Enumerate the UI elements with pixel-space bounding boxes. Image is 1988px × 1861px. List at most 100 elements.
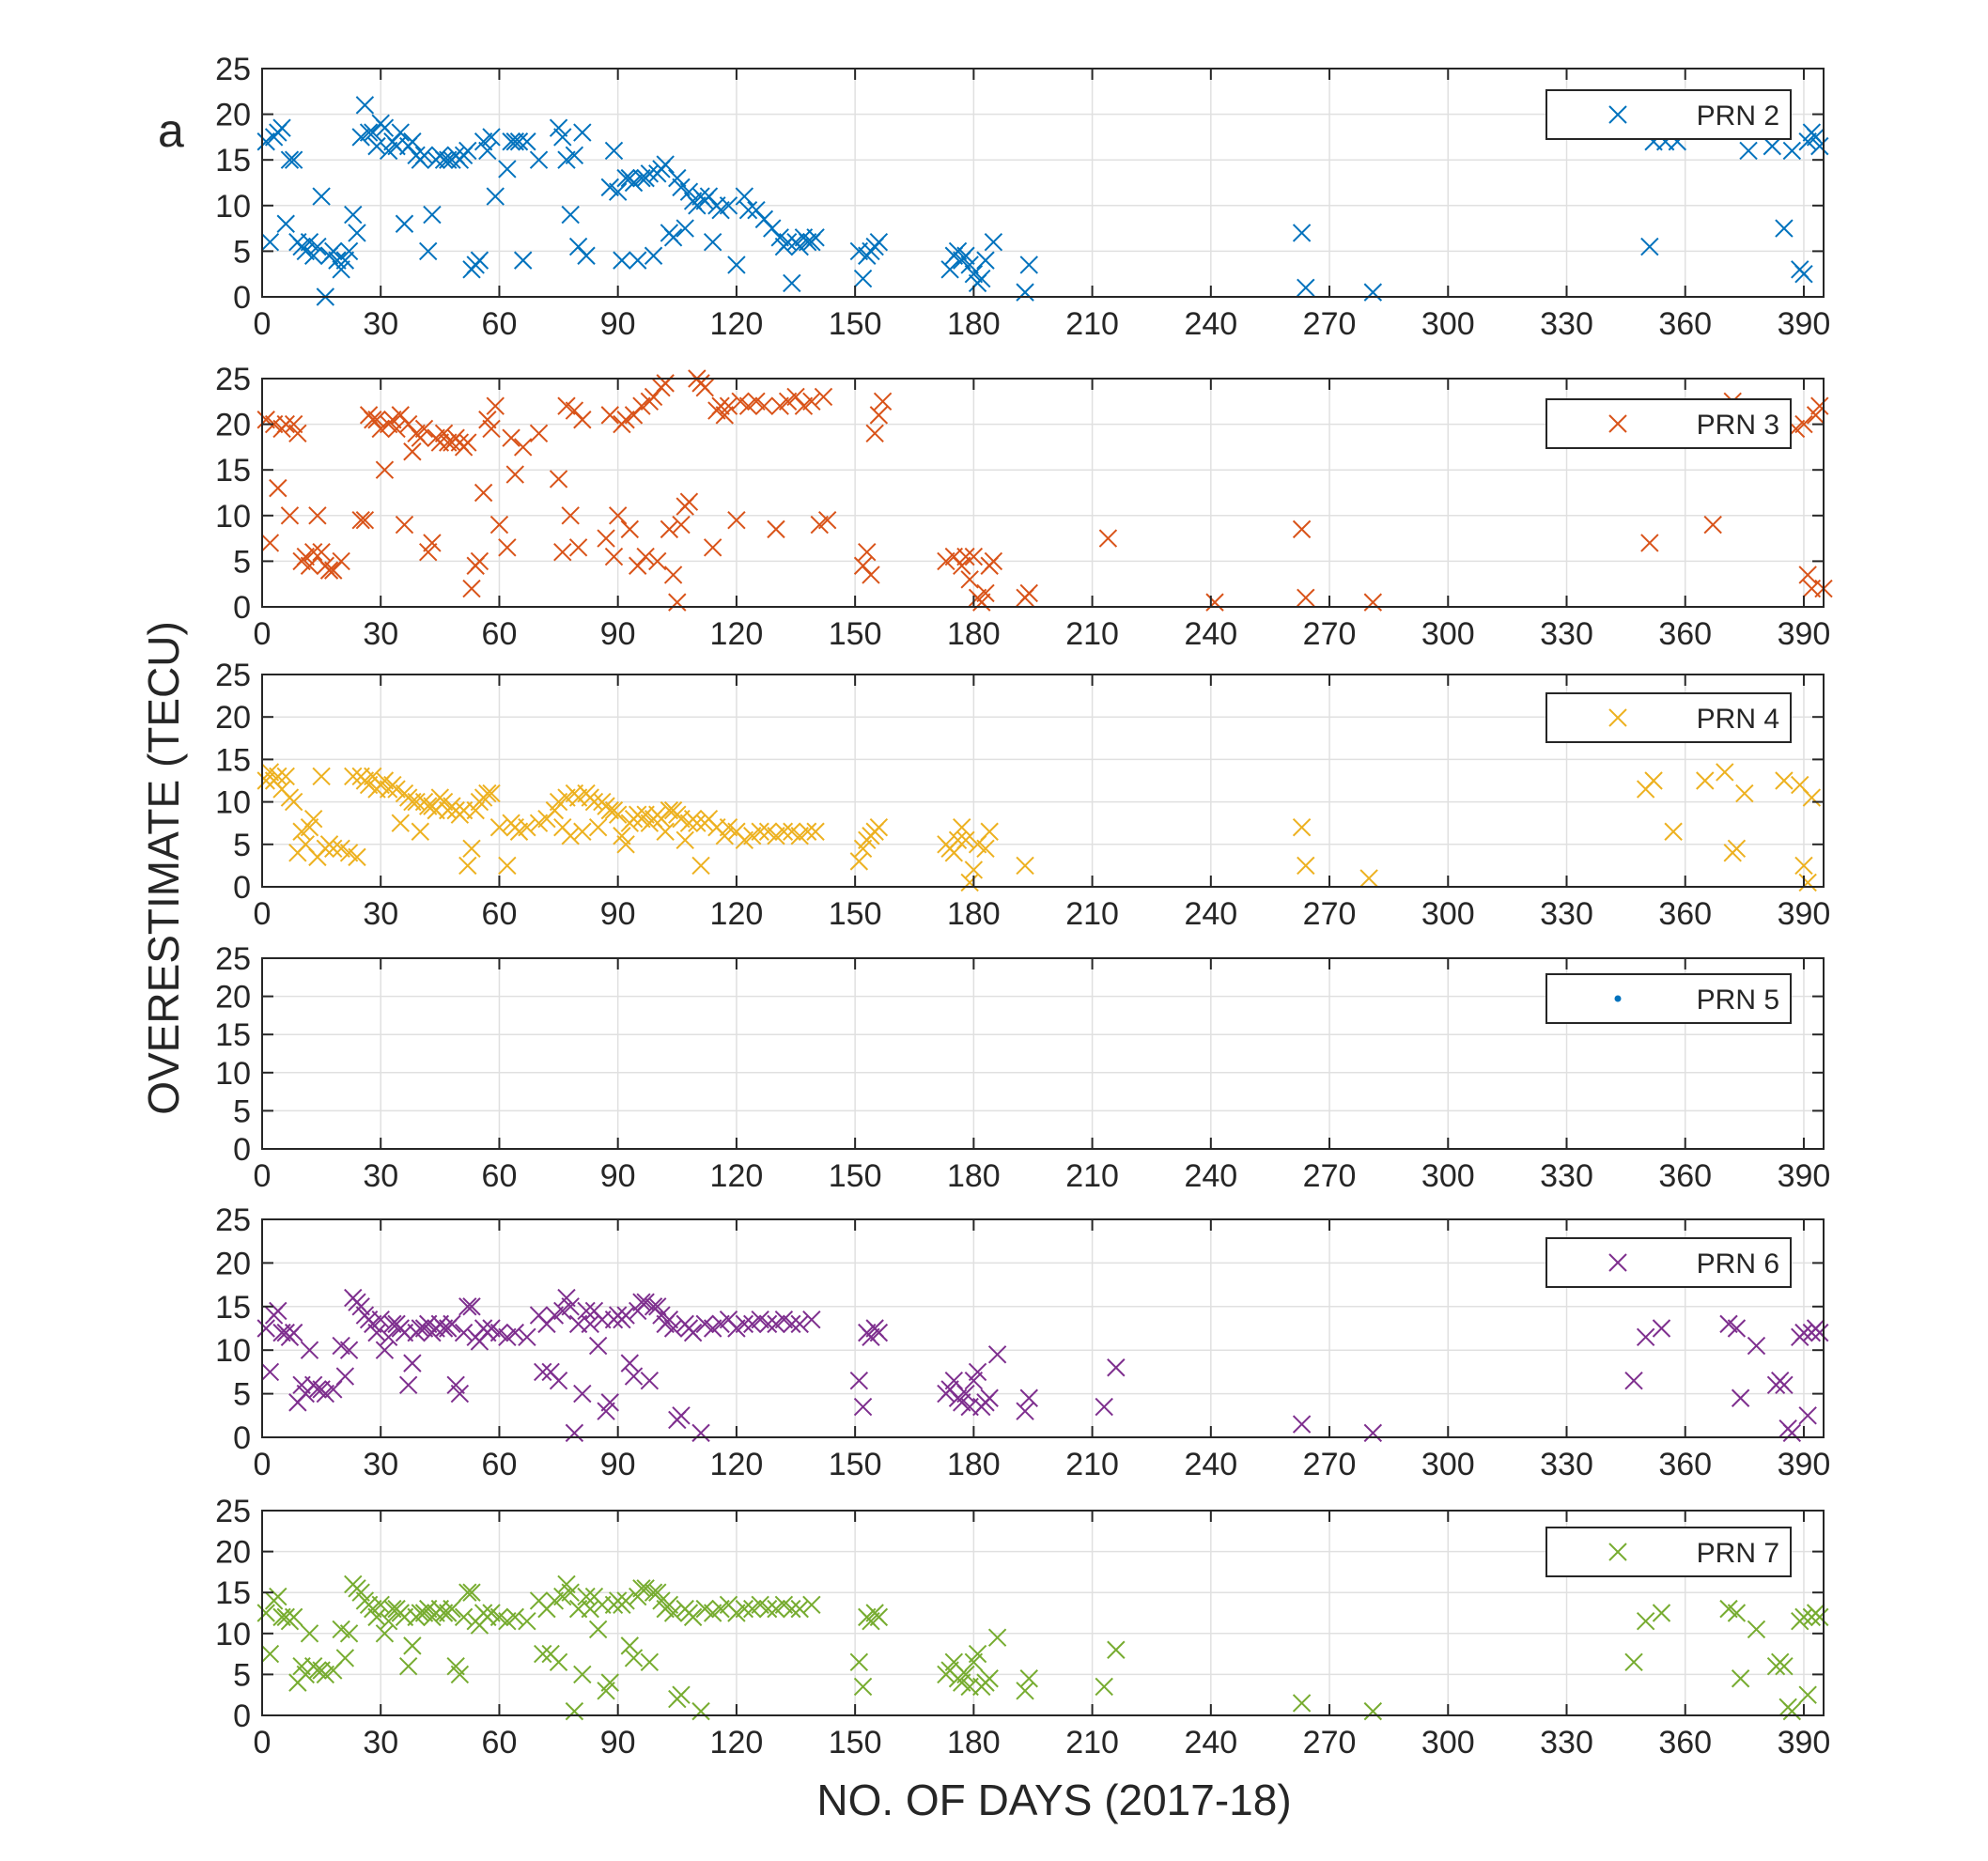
data-point [597,529,615,548]
data-point [802,1310,821,1329]
x-tick-label: 210 [1065,1158,1119,1194]
data-point [1763,136,1782,156]
data-point [581,1314,599,1334]
data-point [518,1327,536,1346]
y-tick-label: 15 [215,742,251,778]
data-point [549,470,568,489]
axes-box [261,1510,1825,1716]
y-tick-label: 25 [215,941,251,977]
data-point [462,1583,481,1602]
data-point [1019,1669,1038,1688]
x-tick-label: 0 [254,306,272,342]
axes-box [261,674,1825,888]
data-point [636,547,655,566]
data-point [629,251,647,270]
data-point [672,515,691,535]
data-point [849,1371,869,1390]
data-point [663,566,683,584]
data-point [458,1583,477,1602]
data-point [509,132,529,151]
data-point [339,241,359,261]
data-point [660,1310,679,1329]
data-point [1735,783,1754,803]
data-point [1775,771,1794,790]
data-point [940,260,959,279]
data-point [300,1624,319,1643]
data-point [411,822,430,841]
x-tick-label: 390 [1778,616,1831,652]
data-point [600,406,619,425]
data-point [505,465,524,484]
y-tick-label: 10 [215,1056,251,1092]
legend-marker [1608,414,1627,433]
data-point [608,805,628,824]
data-point [719,196,738,215]
data-point [980,822,999,841]
data-point [1297,278,1315,297]
data-point [751,822,769,841]
x-tick-label: 90 [600,1447,636,1482]
x-tick-label: 90 [600,1725,636,1760]
data-point [529,150,549,169]
data-point [443,1599,461,1619]
data-point [1806,406,1825,425]
data-point [335,1649,355,1667]
data-point [573,123,592,142]
data-point [312,767,331,786]
data-point [1810,396,1829,415]
x-tick-label: 150 [829,1725,882,1760]
legend-label: PRN 5 [1697,985,1779,1016]
legend-label: PRN 6 [1697,1248,1779,1279]
x-tick-label: 150 [829,1158,882,1194]
x-tick-label: 60 [482,1725,518,1760]
y-axis-title: OVERESTIMATE (TECU) [139,621,188,1115]
data-point [632,1579,651,1598]
data-point [300,556,319,575]
y-tick-label: 20 [215,98,251,133]
data-point [1782,1701,1802,1721]
data-point [703,538,722,557]
panel-3: 0 30 60 90 120 150 180 210 240 270 300 330 360 390051… [215,658,1830,932]
data-point [276,414,295,434]
data-point [644,246,663,265]
data-point [549,1371,568,1390]
x-tick-label: 30 [363,1447,398,1482]
data-point [557,1288,576,1308]
data-point [256,1604,275,1622]
data-point [573,1384,592,1404]
data-point [498,160,517,178]
data-point [1363,283,1383,302]
data-point [308,237,327,256]
data-point [534,1362,552,1382]
data-point [1363,1423,1383,1443]
data-point [454,1323,474,1342]
data-point [735,1314,754,1334]
y-tick-label: 10 [215,1333,251,1369]
data-point [1794,414,1813,434]
y-tick-label: 25 [215,1202,251,1238]
legend-label: PRN 7 [1697,1538,1779,1569]
data-point [355,96,375,115]
x-tick-label: 120 [710,1447,764,1482]
x-tick-label: 180 [947,616,1001,652]
data-point [1810,136,1829,156]
data-point [375,1341,395,1359]
x-tick-label: 0 [254,1158,272,1194]
data-point [269,767,287,786]
axes-box [261,957,1825,1150]
data-point [1731,1669,1750,1688]
y-tick-label: 5 [233,234,251,270]
x-tick-label: 60 [482,306,518,342]
x-tick-label: 0 [254,896,272,932]
x-tick-label: 120 [710,1158,764,1194]
data-point [758,1314,778,1334]
data-point [663,1319,683,1338]
data-point [672,1685,691,1704]
data-point [272,118,291,137]
data-point [676,830,694,849]
x-tick-label: 210 [1065,1725,1119,1760]
data-point [640,1652,660,1672]
data-point [1019,1388,1038,1407]
data-point [403,132,422,151]
